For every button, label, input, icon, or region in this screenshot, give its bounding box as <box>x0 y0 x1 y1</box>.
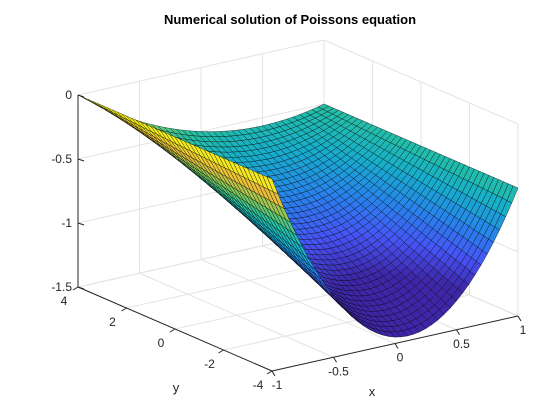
axis-ticks: -1 -0.5 0 0.5 1 -4 -2 0 2 4-1.5 -1 -0.5 0 <box>51 88 526 392</box>
x-tick-label: 0 <box>397 351 404 365</box>
y-axis-label: y <box>173 380 180 395</box>
y-tick-label: -4 <box>253 378 264 392</box>
x-tick-mark <box>517 315 522 322</box>
x-axis-label: x <box>369 384 376 399</box>
x-tick-label: 0.5 <box>453 337 470 351</box>
x-tick-mark <box>394 343 399 349</box>
z-tick-label: 0 <box>65 88 72 102</box>
y-tick-mark <box>121 307 127 312</box>
z-tick-label: -0.5 <box>51 152 72 166</box>
y-tick-label: 2 <box>109 315 116 329</box>
y-tick-mark <box>72 286 79 291</box>
x-tick-mark <box>456 329 460 336</box>
chart-title: Numerical solution of Poissons equation <box>164 12 416 27</box>
x-tick-mark <box>271 370 276 377</box>
z-tick-label: -1 <box>61 216 72 230</box>
x-tick-label: 1 <box>520 323 527 337</box>
y-tick-mark <box>218 349 224 354</box>
y-tick-mark <box>266 370 273 375</box>
surface-mesh <box>77 94 519 338</box>
surface-patch <box>506 185 519 204</box>
x-tick-mark <box>333 356 337 363</box>
x-tick-label: -0.5 <box>328 364 349 378</box>
z-tick-mark <box>77 222 85 226</box>
z-tick-mark <box>77 158 85 162</box>
y-tick-label: 4 <box>61 294 68 308</box>
y-tick-label: 0 <box>158 336 165 350</box>
surface-patch <box>266 176 279 195</box>
surface-patch <box>92 101 104 109</box>
x-tick-label: -1 <box>272 378 283 392</box>
y-tick-label: -2 <box>204 357 215 371</box>
z-tick-mark <box>77 94 85 98</box>
surface-patch <box>97 103 109 111</box>
z-tick-mark <box>77 286 85 290</box>
z-tick-label: -1.5 <box>51 280 72 294</box>
y-tick-mark <box>169 328 176 333</box>
